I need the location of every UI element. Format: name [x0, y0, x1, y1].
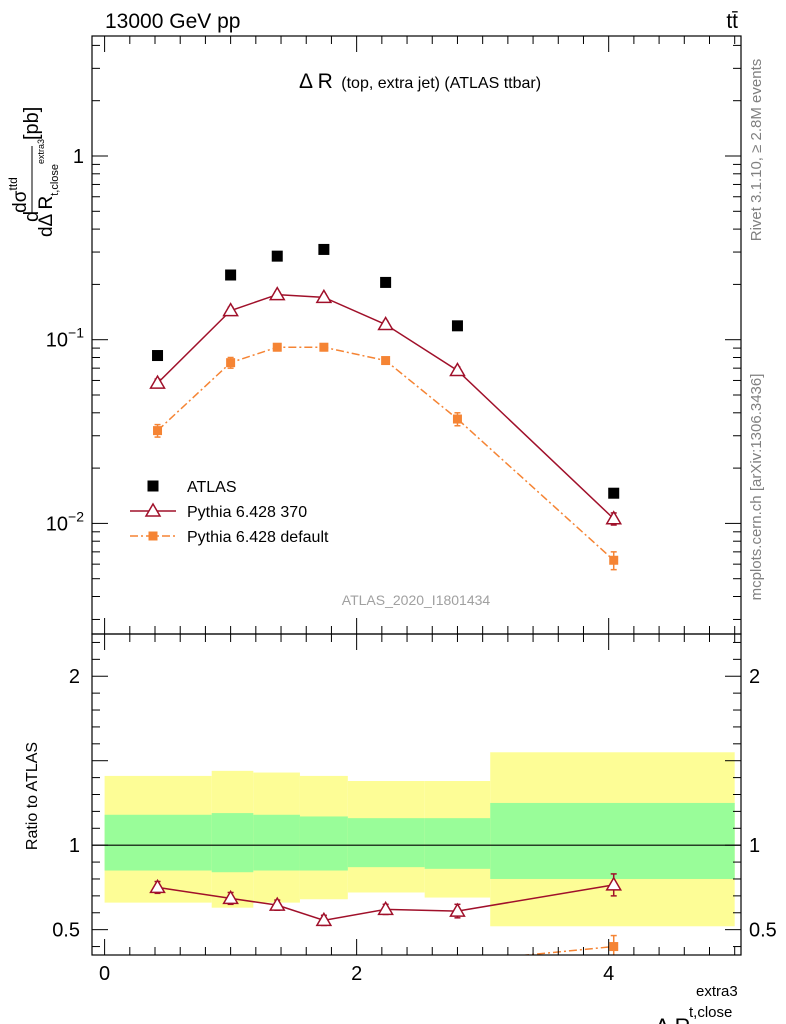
ratio-tick-labels: 0.5 0.5 1 1 2 2 0 2 4	[52, 666, 777, 985]
stat-uncertainty-band	[299, 816, 348, 871]
ratio-point-pythia-6-428-370	[315, 911, 333, 927]
legend-marker-atlas	[147, 480, 159, 492]
ratio-y-tick-label-left: 0.5	[52, 920, 80, 942]
stat-uncertainty-band	[253, 814, 300, 871]
point-pythia-6-428-default	[452, 414, 462, 424]
main-y-tick-labels: 10−2 10−1 1	[46, 146, 84, 535]
main-y-axis-label: d dσttd dΔ Rt,closeextra3 [pb]	[6, 107, 61, 237]
point-pythia-6-428-370	[149, 374, 166, 389]
point-atlas	[318, 243, 330, 255]
legend-marker-pythia-6-428-default	[148, 531, 158, 541]
svg-text:[pb]: [pb]	[21, 107, 43, 140]
point-pythia-6-428-default	[319, 342, 329, 352]
process-label: tt̄	[726, 10, 738, 33]
ratio-point-pythia-6-428-370	[268, 896, 286, 911]
svg-text:dΔ Rt,closeextra3: dΔ Rt,closeextra3	[36, 139, 61, 237]
mcplots-text: mcplots.cern.ch [arXiv:1306.3436]	[748, 374, 765, 601]
point-pythia-6-428-default	[226, 358, 236, 368]
x-tick-label: 2	[351, 963, 362, 985]
ratio-line-pythia-6-428-default	[519, 945, 614, 955]
ratio-plot-area	[92, 752, 741, 955]
point-pythia-6-428-370	[222, 302, 239, 317]
point-atlas	[380, 276, 392, 288]
ratio-y-axis-label: Ratio to ATLAS	[24, 742, 41, 850]
legend-label-pythia-6-428-default: Pythia 6.428 default	[187, 529, 329, 546]
point-atlas	[451, 320, 463, 332]
point-atlas	[225, 269, 237, 281]
legend-label-atlas: ATLAS	[187, 479, 237, 496]
plot-title: Δ R (top, extra jet) (ATLAS ttbar)	[299, 70, 541, 93]
x-tick-label: 0	[99, 963, 110, 985]
collision-label: 13000 GeV pp	[105, 10, 240, 33]
rivet-version-text: Rivet 3.1.10, ≥ 2.8M events	[748, 59, 765, 242]
point-atlas	[608, 487, 620, 499]
ratio-y-tick-label-right: 0.5	[749, 920, 777, 942]
point-atlas	[271, 250, 283, 262]
stat-uncertainty-band	[347, 818, 425, 868]
ratio-point-pythia-6-428-370	[149, 878, 166, 894]
ratio-point-pythia-6-428-370	[377, 900, 394, 916]
stat-uncertainty-band	[211, 813, 254, 873]
point-pythia-6-428-default	[153, 426, 163, 436]
legend: ATLAS Pythia 6.428 370 Pythia 6.428 defaul…	[130, 479, 329, 546]
legend-label-pythia-6-428-370: Pythia 6.428 370	[187, 504, 307, 521]
x-axis-label-sup: extra3	[696, 983, 738, 1000]
ratio-y-tick-label-right: 1	[749, 835, 760, 857]
ratio-point-pythia-6-428-default	[609, 942, 619, 952]
ratio-y-tick-label-left: 2	[69, 666, 80, 688]
stat-uncertainty-band	[424, 818, 491, 869]
main-axis-ticks	[92, 36, 741, 634]
ratio-point-pythia-6-428-370	[449, 902, 466, 917]
y-tick-label: 1	[73, 146, 84, 168]
ratio-y-tick-label-right: 2	[749, 666, 760, 688]
x-axis-label-sub: t,close	[689, 1004, 732, 1021]
point-pythia-6-428-370	[268, 286, 286, 301]
ratio-point-pythia-6-428-370	[605, 876, 623, 891]
legend-marker-pythia-6-428-370	[144, 502, 162, 517]
point-pythia-6-428-370	[315, 288, 333, 304]
stat-uncertainty-band	[490, 802, 735, 879]
watermark-label: ATLAS_2020_I1801434	[342, 592, 491, 608]
point-pythia-6-428-370	[377, 316, 394, 331]
point-pythia-6-428-default	[272, 342, 282, 352]
x-axis-label: Δ R	[655, 1014, 690, 1024]
ratio-point-pythia-6-428-370	[222, 889, 239, 905]
main-plot-area	[149, 243, 623, 571]
y-tick-label: 10−2	[46, 508, 84, 535]
svg-text:d: d	[21, 211, 43, 222]
y-tick-label: 10−1	[46, 325, 84, 352]
point-pythia-6-428-370	[605, 510, 623, 525]
x-tick-label: 4	[603, 963, 614, 985]
main-panel: 10−2 10−1 1 Δ R (top, extra jet) (ATLAS tt…	[6, 35, 742, 635]
ratio-y-tick-label-left: 1	[69, 835, 80, 857]
ratio-axis-ticks	[92, 634, 741, 955]
stat-uncertainty-band	[104, 814, 212, 871]
svg-text:dσttd: dσttd	[6, 177, 31, 213]
point-pythia-6-428-default	[609, 555, 619, 565]
point-pythia-6-428-370	[449, 361, 466, 377]
point-pythia-6-428-default	[381, 356, 391, 366]
point-atlas	[152, 350, 164, 362]
